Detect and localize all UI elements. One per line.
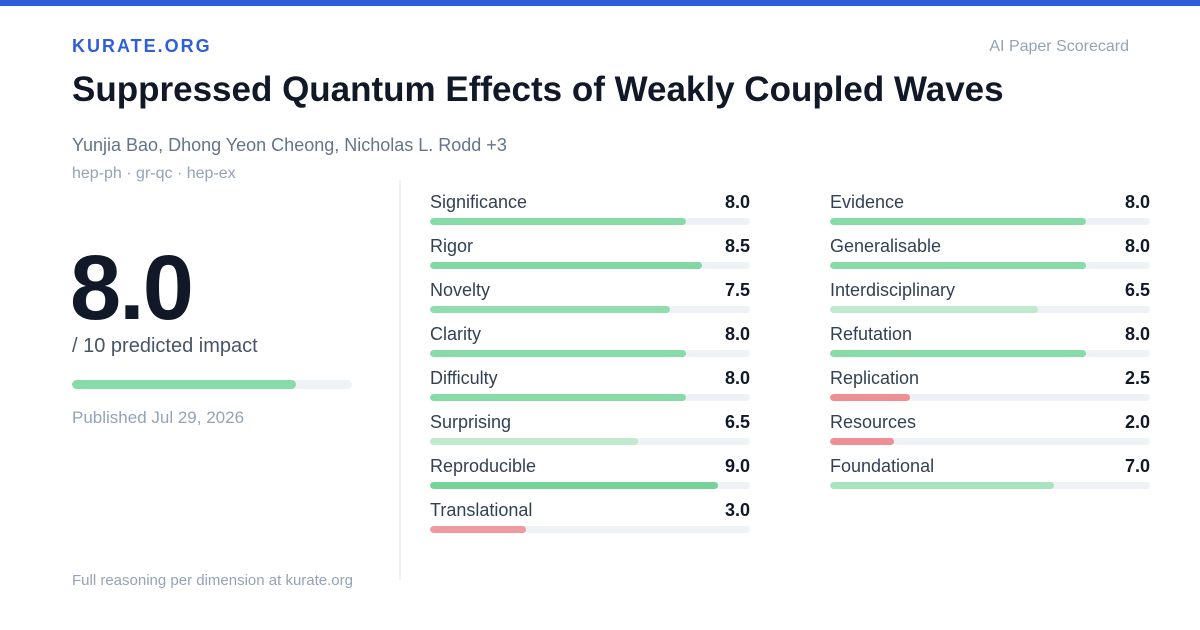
metric-name: Generalisable	[830, 236, 942, 256]
metric-name: Replication	[830, 368, 920, 388]
metric-bar	[430, 438, 750, 445]
metric-row: Evidence 8.0	[830, 192, 1150, 236]
metric-bar-fill	[430, 306, 670, 313]
metric-bar-fill	[430, 262, 702, 269]
metric-name: Clarity	[430, 324, 482, 344]
metric-bar	[430, 526, 750, 533]
metric-value: 7.5	[724, 280, 750, 300]
metric-bar	[430, 218, 750, 225]
metric-row: Reproducible 9.0	[430, 456, 750, 500]
column-divider	[399, 180, 401, 580]
metric-row: Surprising 6.5	[430, 412, 750, 456]
metric-name: Significance	[430, 192, 528, 212]
metric-value: 8.0	[724, 192, 750, 212]
metric-name: Surprising	[430, 412, 512, 432]
metric-bar	[430, 482, 750, 489]
metric-value: 8.0	[1124, 324, 1150, 344]
metric-bar-fill	[430, 394, 686, 401]
metric-name: Foundational	[830, 456, 935, 476]
metric-bar	[830, 482, 1150, 489]
metric-bar	[430, 394, 750, 401]
brand-logo[interactable]: KURATE.ORG	[72, 36, 212, 56]
paper-authors: Yunjia Bao, Dhong Yeon Cheong, Nicholas …	[72, 135, 507, 155]
metric-bar	[830, 306, 1150, 313]
metric-bar-fill	[430, 350, 686, 357]
metric-bar	[830, 262, 1150, 269]
metric-value: 8.0	[1124, 236, 1150, 256]
metric-name: Resources	[830, 412, 917, 432]
metric-row: Resources 2.0	[830, 412, 1150, 456]
metric-bar-fill	[430, 482, 718, 489]
metric-row: Foundational 7.0	[830, 456, 1150, 500]
metric-bar-fill	[830, 306, 1038, 313]
metric-name: Novelty	[430, 280, 491, 300]
metric-bar-fill	[830, 438, 894, 445]
metric-bar-fill	[830, 262, 1086, 269]
paper-categories: hep-ph · gr-qc · hep-ex	[72, 165, 236, 182]
metric-value: 2.5	[1124, 368, 1150, 388]
metric-name: Evidence	[830, 192, 905, 212]
metric-name: Difficulty	[430, 368, 498, 388]
metric-row: Novelty 7.5	[430, 280, 750, 324]
overall-score: 8.0	[70, 237, 194, 339]
metric-bar-fill	[430, 526, 526, 533]
metric-row: Interdisciplinary 6.5	[830, 280, 1150, 324]
metric-row: Clarity 8.0	[430, 324, 750, 368]
metric-name: Translational	[430, 500, 533, 520]
metric-bar-fill	[830, 350, 1086, 357]
paper-title: Suppressed Quantum Effects of Weakly Cou…	[72, 70, 1004, 109]
metric-bar-fill	[430, 438, 638, 445]
metric-row: Translational 3.0	[430, 500, 750, 544]
metric-value: 6.5	[724, 412, 750, 432]
metric-value: 8.0	[1124, 192, 1150, 212]
metric-row: Replication 2.5	[830, 368, 1150, 412]
metric-bar-fill	[830, 218, 1086, 225]
metric-row: Refutation 8.0	[830, 324, 1150, 368]
footer-note: Full reasoning per dimension at kurate.o…	[72, 572, 353, 589]
overall-score-bar	[72, 380, 352, 389]
metric-bar-fill	[830, 482, 1054, 489]
metric-value: 6.5	[1124, 280, 1150, 300]
metric-name: Refutation	[830, 324, 913, 344]
metric-value: 9.0	[724, 456, 750, 476]
metric-bar	[430, 262, 750, 269]
metrics-column-right: Evidence 8.0 Generalisable 8.0 Interdiscipli…	[830, 192, 1150, 500]
metric-bar	[830, 350, 1150, 357]
metric-value: 8.5	[724, 236, 750, 256]
metric-value: 8.0	[724, 324, 750, 344]
metric-bar	[830, 438, 1150, 445]
metric-bar	[430, 350, 750, 357]
metric-bar	[830, 394, 1150, 401]
metric-value: 2.0	[1124, 412, 1150, 432]
metric-bar	[430, 306, 750, 313]
metric-value: 7.0	[1124, 456, 1150, 476]
metric-bar-fill	[430, 218, 686, 225]
published-date: Published Jul 29, 2026	[72, 408, 245, 427]
page-tag: AI Paper Scorecard	[989, 38, 1129, 55]
metric-row: Generalisable 8.0	[830, 236, 1150, 280]
metric-value: 8.0	[724, 368, 750, 388]
metrics-column-left: Significance 8.0 Rigor 8.5 Novelty 7.5 Clarity…	[430, 192, 750, 544]
top-accent-stripe	[0, 0, 1200, 6]
metric-name: Rigor	[430, 236, 474, 256]
metric-row: Rigor 8.5	[430, 236, 750, 280]
metric-row: Significance 8.0	[430, 192, 750, 236]
metric-row: Difficulty 8.0	[430, 368, 750, 412]
metric-bar	[830, 218, 1150, 225]
metric-name: Reproducible	[430, 456, 537, 476]
metric-name: Interdisciplinary	[830, 280, 956, 300]
overall-score-bar-fill	[72, 380, 296, 389]
score-caption: / 10 predicted impact	[72, 335, 258, 357]
metric-bar-fill	[830, 394, 910, 401]
metric-value: 3.0	[724, 500, 750, 520]
